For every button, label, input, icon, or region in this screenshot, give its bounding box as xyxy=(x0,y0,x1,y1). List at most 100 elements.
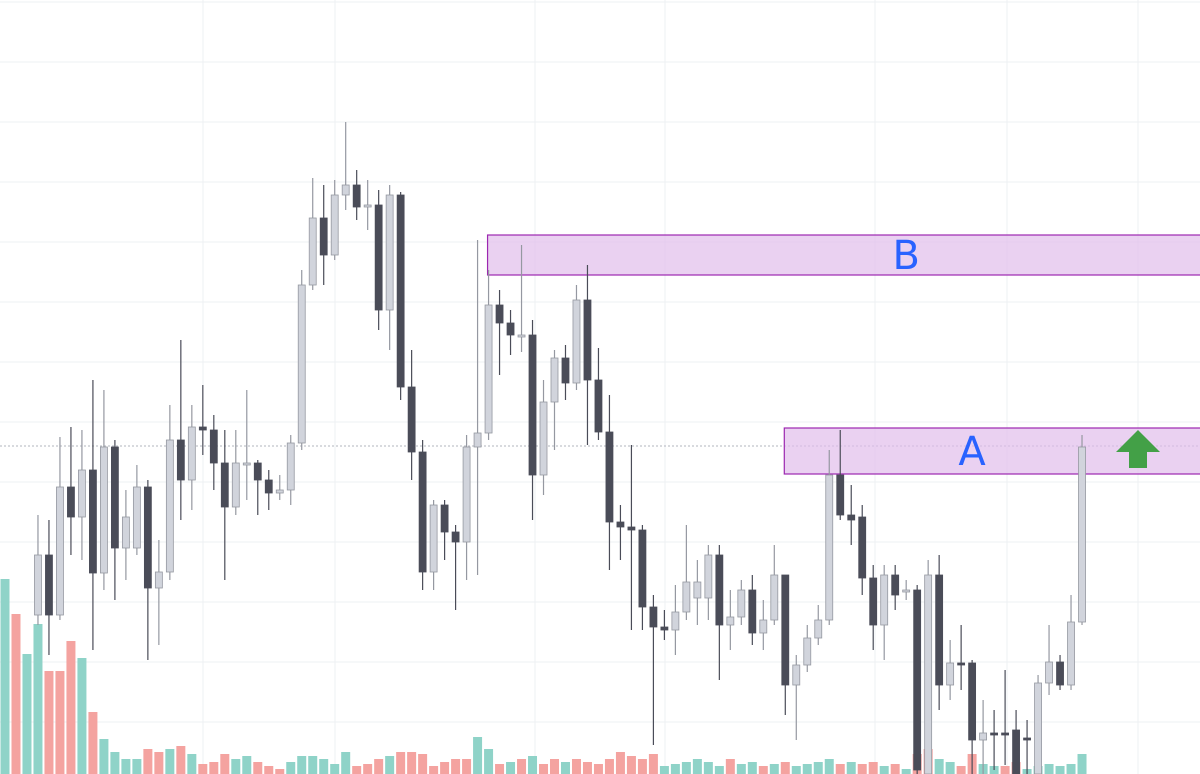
candle-body xyxy=(968,662,977,741)
volume-bar xyxy=(582,762,592,774)
volume-bar xyxy=(539,764,549,774)
candle-body xyxy=(902,589,911,593)
candle-body xyxy=(198,426,207,431)
candle-body xyxy=(341,184,350,196)
candle-body xyxy=(704,554,713,599)
volume-bar xyxy=(187,754,197,774)
volume-bar xyxy=(736,764,746,774)
candle-body xyxy=(1078,446,1086,623)
volume-bar xyxy=(517,759,527,774)
volume-bar xyxy=(758,766,768,774)
candle-body xyxy=(220,462,229,508)
candle-body xyxy=(748,589,757,634)
volume-bar xyxy=(363,764,373,774)
volume-bar xyxy=(209,762,219,774)
volume-bar xyxy=(385,756,395,774)
candle-body xyxy=(913,589,922,771)
volume-bar xyxy=(55,671,65,774)
candle-body xyxy=(770,574,779,621)
candle-body xyxy=(649,606,658,628)
volume-bar xyxy=(198,764,208,774)
candle-body xyxy=(143,486,152,589)
volume-bar xyxy=(879,766,889,774)
volume-bar xyxy=(341,752,351,774)
volume-bar xyxy=(154,752,164,774)
candle-body xyxy=(726,616,735,626)
up-arrow-icon xyxy=(1116,430,1160,468)
candle-body xyxy=(946,662,955,686)
volume-bar xyxy=(429,766,439,774)
candle-body xyxy=(253,462,262,481)
volume-bar xyxy=(813,762,823,774)
candle-body xyxy=(1012,729,1020,774)
candle-body xyxy=(638,529,647,608)
volume-bar xyxy=(626,756,636,774)
candle-body xyxy=(242,462,251,466)
candle-body xyxy=(660,626,669,631)
volume-bar xyxy=(440,762,450,774)
candle-body xyxy=(451,531,460,543)
volume-bar xyxy=(1077,754,1087,774)
volume-bar xyxy=(99,739,109,774)
candle-body xyxy=(429,504,438,573)
volume-bar xyxy=(681,762,691,774)
volume-bar xyxy=(670,764,680,774)
candle-body xyxy=(924,574,933,774)
volume-bar xyxy=(846,762,856,774)
candle-body xyxy=(561,357,570,384)
volume-bar xyxy=(648,754,658,774)
candle-body xyxy=(572,299,581,384)
volume-bar xyxy=(703,762,713,774)
candle-body xyxy=(396,194,405,388)
candle-body xyxy=(308,217,317,286)
candle-body xyxy=(407,386,416,453)
volume-bar xyxy=(934,759,944,774)
candle-body xyxy=(814,619,823,639)
volume-bar xyxy=(330,764,340,774)
candle-body xyxy=(154,571,163,589)
volume-bar xyxy=(857,764,867,774)
candle-body xyxy=(583,299,592,381)
volume-bar xyxy=(110,752,120,774)
volume-bar xyxy=(33,624,43,774)
candle-body xyxy=(418,451,427,573)
candle-body xyxy=(1023,737,1031,741)
candle-body xyxy=(484,304,493,434)
volume-bar xyxy=(1000,766,1010,774)
candle-body xyxy=(693,581,702,599)
volume-bar xyxy=(506,762,516,774)
candle-body xyxy=(737,589,746,618)
candle-body xyxy=(594,379,603,433)
candle-body xyxy=(67,486,75,518)
volume-bar xyxy=(374,759,384,774)
candle-body xyxy=(330,194,339,256)
volume-bar xyxy=(0,579,10,774)
volume-bar xyxy=(868,762,878,774)
candle-body xyxy=(165,439,174,573)
candle-body xyxy=(858,516,867,579)
candle-body xyxy=(792,664,801,686)
volume-bar xyxy=(780,762,790,774)
candle-body xyxy=(550,357,559,403)
candle-body xyxy=(45,554,53,616)
volume-bar xyxy=(1044,764,1054,774)
volume-bar xyxy=(396,752,406,774)
volume-bar xyxy=(571,759,581,774)
candle-body xyxy=(209,429,218,464)
candle-body xyxy=(1056,661,1064,686)
candle-body xyxy=(286,442,295,491)
volume-bar xyxy=(319,759,329,774)
volume-bar xyxy=(77,658,87,774)
volume-bar xyxy=(528,756,538,774)
candle-body xyxy=(825,474,834,621)
candle-body xyxy=(495,304,504,324)
volume-bar xyxy=(824,759,834,774)
candle-body xyxy=(56,486,64,616)
volume-bar xyxy=(1066,764,1076,774)
volume-bar xyxy=(176,746,186,774)
candle-body xyxy=(891,574,900,596)
candle-body xyxy=(1045,661,1053,684)
candle-body xyxy=(957,662,966,666)
candle-body xyxy=(78,469,86,518)
